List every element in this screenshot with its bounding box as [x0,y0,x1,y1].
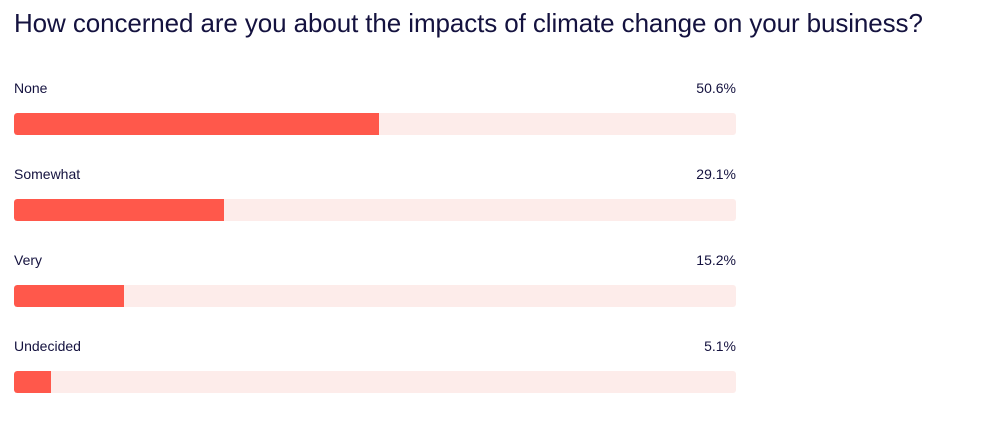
bar-track-none [14,113,736,135]
bar-row-very: Very 15.2% [14,252,736,338]
bar-none [14,113,380,135]
category-label-none: None [14,80,48,96]
bar-track-undecided [14,371,736,393]
value-label-none: 50.6% [696,80,736,96]
bar-chart: None 50.6% Somewhat 29.1% Very 15.2% Und… [14,80,736,424]
bar-somewhat [14,199,225,221]
category-label-somewhat: Somewhat [14,166,81,182]
bar-row-none: None 50.6% [14,80,736,166]
category-label-very: Very [14,252,43,268]
chart-title: How concerned are you about the impacts … [14,8,923,38]
bar-track-somewhat [14,199,736,221]
bar-track-very [14,285,736,307]
value-label-somewhat: 29.1% [696,166,736,182]
value-label-undecided: 5.1% [704,338,736,354]
bar-row-somewhat: Somewhat 29.1% [14,166,736,252]
bar-row-undecided: Undecided 5.1% [14,338,736,424]
bar-undecided [14,371,51,393]
category-label-undecided: Undecided [14,338,81,354]
bar-very [14,285,124,307]
value-label-very: 15.2% [696,252,736,268]
